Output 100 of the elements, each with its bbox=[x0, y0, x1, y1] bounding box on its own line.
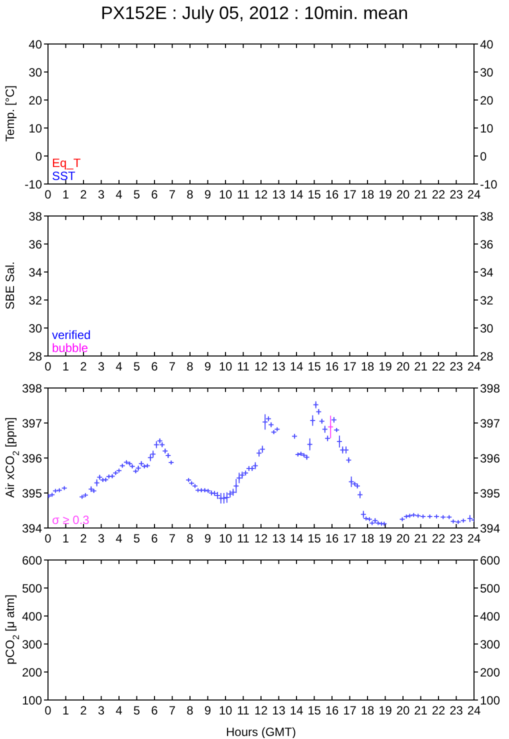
y2-tick-label: 30 bbox=[480, 321, 494, 336]
x-tick-label: 22 bbox=[432, 704, 446, 718]
x-tick-label: 2 bbox=[80, 532, 88, 546]
legend-label: bubble bbox=[52, 341, 90, 355]
x-tick-label: 7 bbox=[168, 360, 176, 374]
y-tick-label: 397 bbox=[22, 416, 42, 430]
x-tick-label: 3 bbox=[98, 704, 105, 718]
x-tick-label: 4 bbox=[116, 360, 123, 374]
x-tick-label: 13 bbox=[272, 704, 286, 718]
x-tick-label: 7 bbox=[168, 532, 176, 546]
x-tick-label: 8 bbox=[186, 360, 194, 374]
x-tick-label: 6 bbox=[151, 704, 158, 718]
x-tick-label: 4 bbox=[116, 704, 123, 718]
y2-tick-label: 394 bbox=[480, 521, 500, 536]
x-tick-label: 24 bbox=[467, 704, 481, 718]
y2-tick-label: 30 bbox=[480, 65, 494, 80]
legend-label: SST bbox=[52, 169, 76, 183]
x-tick-label: 6 bbox=[151, 360, 158, 374]
x-tick-label: 9 bbox=[204, 704, 212, 718]
y-tick-label: 40 bbox=[28, 37, 42, 52]
y-axis-title: SBE Sal. bbox=[3, 261, 17, 310]
x-tick-label: 18 bbox=[360, 532, 374, 546]
y2-tick-label: 395 bbox=[480, 486, 500, 500]
y-tick-label: 400 bbox=[22, 609, 42, 624]
x-tick-label: 1 bbox=[62, 360, 70, 374]
y2-tick-label: 28 bbox=[480, 349, 494, 364]
x-tick-label: 12 bbox=[254, 188, 268, 202]
x-tick-label: 1 bbox=[62, 704, 70, 718]
y-tick-label: -10 bbox=[24, 177, 42, 192]
x-tick-label: 4 bbox=[116, 188, 123, 202]
x-tick-label: 19 bbox=[378, 188, 392, 202]
y-tick-label: 500 bbox=[22, 581, 42, 596]
x-tick-label: 6 bbox=[151, 188, 158, 202]
y-axis-title: Temp. [°C] bbox=[3, 85, 17, 142]
x-tick-label: 9 bbox=[204, 188, 212, 202]
y-tick-label: 200 bbox=[22, 665, 42, 680]
x-tick-label: 20 bbox=[396, 704, 410, 718]
x-tick-label: 17 bbox=[343, 360, 357, 374]
x-tick-label: 13 bbox=[272, 360, 286, 374]
x-tick-label: 5 bbox=[133, 532, 140, 546]
x-tick-label: 21 bbox=[414, 704, 428, 718]
y2-tick-label: 200 bbox=[480, 665, 500, 680]
x-tick-label: 3 bbox=[98, 188, 105, 202]
x-tick-label: 11 bbox=[237, 188, 250, 202]
x-tick-label: 10 bbox=[218, 360, 232, 374]
x-tick-label: 10 bbox=[218, 704, 232, 718]
x-tick-label: 23 bbox=[450, 704, 464, 718]
x-tick-label: 1 bbox=[62, 188, 70, 202]
y-tick-label: 38 bbox=[28, 209, 42, 224]
x-tick-label: 10 bbox=[218, 188, 232, 202]
x-tick-label: 18 bbox=[360, 704, 374, 718]
x-tick-label: 22 bbox=[432, 360, 446, 374]
y-tick-label: 34 bbox=[28, 265, 42, 280]
y-tick-label: 0 bbox=[35, 149, 42, 164]
y-tick-label: 28 bbox=[28, 349, 42, 364]
text: σ ≥ 0.3 bbox=[52, 513, 90, 527]
y2-tick-label: 0 bbox=[480, 149, 487, 164]
y-tick-label: 30 bbox=[28, 65, 42, 80]
x-tick-label: 16 bbox=[325, 188, 339, 202]
y-tick-label: 30 bbox=[28, 321, 42, 336]
y2-tick-label: 396 bbox=[480, 451, 500, 466]
y-tick-label: 396 bbox=[22, 451, 42, 466]
y2-tick-label: 397 bbox=[480, 416, 500, 430]
x-tick-label: 16 bbox=[325, 532, 339, 546]
y-tick-label: 32 bbox=[28, 293, 42, 308]
x-tick-label: 0 bbox=[44, 704, 52, 718]
x-tick-label: 24 bbox=[467, 532, 481, 546]
y2-tick-label: 34 bbox=[480, 265, 494, 280]
x-tick-label: 2 bbox=[80, 188, 88, 202]
x-tick-label: 17 bbox=[343, 532, 357, 546]
legend-label: verified bbox=[52, 328, 91, 342]
x-tick-label: 14 bbox=[290, 188, 304, 202]
x-tick-label: 15 bbox=[308, 360, 322, 374]
y2-tick-label: 100 bbox=[480, 693, 500, 708]
x-tick-label: 22 bbox=[432, 532, 446, 546]
x-tick-label: 8 bbox=[186, 704, 194, 718]
chart-title: PX152E : July 05, 2012 : 10min. mean bbox=[100, 3, 408, 23]
y2-tick-label: 10 bbox=[480, 121, 494, 136]
x-tick-label: 6 bbox=[151, 532, 158, 546]
y2-tick-label: -10 bbox=[480, 177, 498, 192]
x-tick-label: 11 bbox=[237, 532, 250, 546]
y-tick-label: 36 bbox=[28, 237, 42, 252]
x-tick-label: 0 bbox=[44, 188, 52, 202]
x-tick-label: 23 bbox=[450, 532, 464, 546]
y2-tick-label: 398 bbox=[480, 381, 500, 396]
y2-tick-label: 40 bbox=[480, 37, 494, 52]
y2-tick-label: 32 bbox=[480, 293, 494, 308]
y2-tick-label: 300 bbox=[480, 637, 500, 652]
x-tick-label: 21 bbox=[414, 188, 428, 202]
x-tick-label: 20 bbox=[396, 532, 410, 546]
y-tick-label: 398 bbox=[22, 381, 42, 396]
x-tick-label: 18 bbox=[360, 188, 374, 202]
x-tick-label: 5 bbox=[133, 188, 140, 202]
x-tick-label: 13 bbox=[272, 532, 286, 546]
x-tick-label: 9 bbox=[204, 360, 212, 374]
y2-tick-label: 20 bbox=[480, 93, 494, 108]
x-tick-label: 2 bbox=[80, 360, 88, 374]
x-tick-label: 1 bbox=[62, 532, 70, 546]
y-tick-label: 395 bbox=[22, 486, 42, 500]
x-tick-label: 9 bbox=[204, 532, 212, 546]
